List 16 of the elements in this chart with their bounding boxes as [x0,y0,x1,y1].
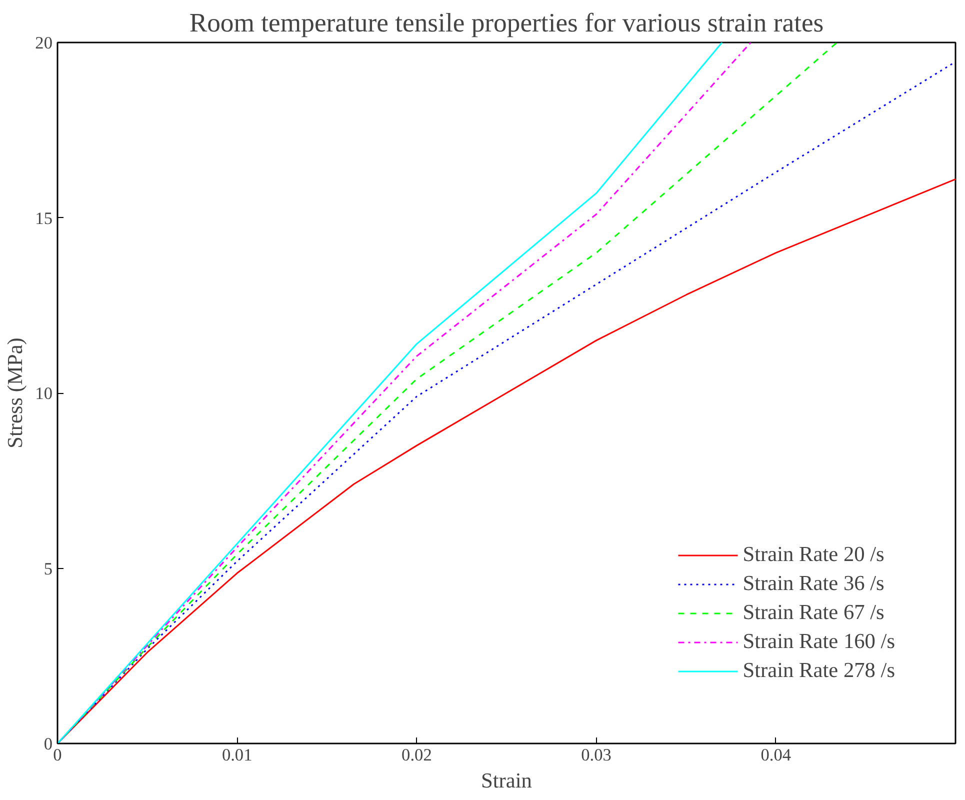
legend-label: Strain Rate 278 /s [742,658,895,683]
legend-label: Strain Rate 67 /s [742,600,884,625]
y-tick-label: 20 [35,34,52,52]
x-tick-label: 0.01 [222,746,252,764]
x-tick-label: 0.04 [760,746,792,764]
legend-label: Strain Rate 20 /s [742,542,884,567]
x-axis-title: Strain [481,768,532,792]
y-axis-title: Stress (MPa) [3,338,28,448]
legend-label: Strain Rate 160 /s [742,629,895,654]
chart-title: Room temperature tensile properties for various strain rates [189,8,824,38]
y-tick-label: 10 [35,384,52,403]
x-tick-label: 0.02 [402,746,432,764]
y-tick-label: 15 [35,208,52,228]
x-tick-label: 0.03 [581,746,612,764]
y-tick-label: 5 [44,559,53,578]
legend-label: Strain Rate 36 /s [742,571,884,596]
